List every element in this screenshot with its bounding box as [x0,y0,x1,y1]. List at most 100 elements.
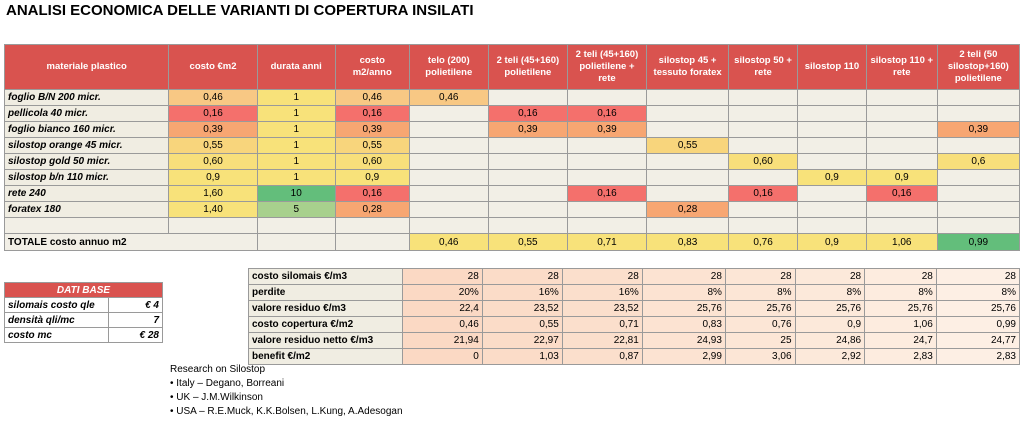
variant-cell[interactable] [728,169,798,186]
variant-cell[interactable] [487,89,568,106]
column-header[interactable]: 2 teli (45+160) polietilene [487,44,568,90]
summary-value[interactable]: 0,55 [481,316,563,333]
costo-cell[interactable]: 0,46 [168,89,258,106]
costo-cell[interactable]: 1,60 [168,185,258,202]
empty-cell[interactable] [728,217,798,234]
variant-cell[interactable] [487,169,568,186]
empty-cell[interactable] [168,217,258,234]
variant-cell[interactable] [728,89,798,106]
variant-cell[interactable] [487,137,568,154]
variant-cell[interactable] [408,185,489,202]
summary-value[interactable]: 25,76 [641,300,726,317]
summary-value[interactable]: 23,52 [561,300,643,317]
empty-cell[interactable] [334,233,410,251]
variant-cell[interactable] [797,201,867,218]
summary-value[interactable]: 25 [724,332,796,349]
summary-value[interactable]: 22,4 [401,300,483,317]
variant-cell[interactable] [645,89,730,106]
column-header[interactable]: silostop 50 + rete [728,44,798,90]
column-header[interactable]: materiale plastico [3,44,170,90]
variant-cell[interactable] [797,105,867,122]
durata-cell[interactable]: 1 [256,105,336,122]
material-name-cell[interactable]: silostop gold 50 micr. [3,153,170,170]
variant-cell[interactable] [865,137,938,154]
summary-value[interactable]: 0,76 [724,316,796,333]
summary-value[interactable]: 0,87 [561,348,643,365]
costo-anno-cell[interactable]: 0,16 [334,105,410,122]
durata-cell[interactable]: 1 [256,121,336,138]
material-name-cell[interactable]: foglio B/N 200 micr. [3,89,170,106]
column-header[interactable]: costo m2/anno [334,44,410,90]
material-name-cell[interactable]: pellicola 40 micr. [3,105,170,122]
summary-value[interactable]: 0,83 [641,316,726,333]
variant-cell[interactable]: 0,60 [728,153,798,170]
summary-value[interactable]: 0,99 [935,316,1021,333]
total-label[interactable]: TOTALE costo annuo m2 [4,233,258,251]
costo-cell[interactable]: 0,39 [168,121,258,138]
variant-cell[interactable] [936,185,1021,202]
costo-cell[interactable]: 0,55 [168,137,258,154]
column-header[interactable]: silostop 45 + tessuto foratex [645,44,730,90]
column-header[interactable]: costo €m2 [168,44,258,90]
summary-value[interactable]: 24,86 [794,332,866,349]
summary-value[interactable]: 25,76 [794,300,866,317]
variant-cell[interactable] [645,121,730,138]
total-cell[interactable]: 0,83 [645,233,730,251]
summary-value[interactable]: 1,06 [864,316,937,333]
costo-anno-cell[interactable]: 0,55 [334,137,410,154]
empty-cell[interactable] [645,217,730,234]
variant-cell[interactable]: 0,39 [487,121,568,138]
summary-value[interactable]: 24,93 [641,332,726,349]
variant-cell[interactable]: 0,16 [728,185,798,202]
variant-cell[interactable] [566,169,648,186]
costo-cell[interactable]: 0,16 [168,105,258,122]
summary-value[interactable]: 2,83 [864,348,937,365]
costo-anno-cell[interactable]: 0,28 [334,201,410,218]
dati-base-value[interactable]: 7 [108,312,163,328]
variant-cell[interactable] [797,121,867,138]
summary-value[interactable]: 8% [794,284,866,301]
column-header[interactable]: telo (200) polietilene [408,44,489,90]
summary-value[interactable]: 0,46 [401,316,483,333]
durata-cell[interactable]: 10 [256,185,336,202]
material-name-cell[interactable]: silostop b/n 110 micr. [3,169,170,186]
total-cell[interactable]: 0,9 [797,233,867,251]
empty-cell[interactable] [865,217,938,234]
variant-cell[interactable] [936,89,1021,106]
durata-cell[interactable]: 1 [256,153,336,170]
summary-value[interactable]: 2,92 [794,348,866,365]
summary-value[interactable]: 16% [561,284,643,301]
material-name-cell[interactable]: foglio bianco 160 micr. [3,121,170,138]
summary-value[interactable]: 16% [481,284,563,301]
variant-cell[interactable] [865,89,938,106]
summary-label[interactable]: valore residuo netto €/m3 [248,332,403,349]
variant-cell[interactable] [408,137,489,154]
summary-value[interactable]: 28 [864,268,937,285]
variant-cell[interactable] [728,201,798,218]
empty-cell[interactable] [936,217,1021,234]
variant-cell[interactable]: 0,39 [936,121,1021,138]
summary-value[interactable]: 0,71 [561,316,643,333]
variant-cell[interactable]: 0,16 [566,105,648,122]
variant-cell[interactable] [487,201,568,218]
summary-label[interactable]: valore residuo €/m3 [248,300,403,317]
empty-cell[interactable] [408,217,489,234]
variant-cell[interactable]: 0,28 [645,201,730,218]
variant-cell[interactable] [408,105,489,122]
dati-base-label[interactable]: silomais costo qle [4,297,109,313]
variant-cell[interactable] [728,105,798,122]
summary-label[interactable]: perdite [248,284,403,301]
summary-value[interactable]: 8% [935,284,1021,301]
variant-cell[interactable] [566,89,648,106]
summary-value[interactable]: 24,77 [935,332,1021,349]
variant-cell[interactable] [865,201,938,218]
summary-value[interactable]: 28 [481,268,563,285]
variant-cell[interactable] [797,153,867,170]
column-header[interactable]: 2 teli (50 silostop+160) polietilene [936,44,1021,90]
durata-cell[interactable]: 1 [256,169,336,186]
variant-cell[interactable] [936,201,1021,218]
costo-anno-cell[interactable]: 0,60 [334,153,410,170]
variant-cell[interactable] [408,201,489,218]
summary-value[interactable]: 21,94 [401,332,483,349]
variant-cell[interactable]: 0,9 [797,169,867,186]
